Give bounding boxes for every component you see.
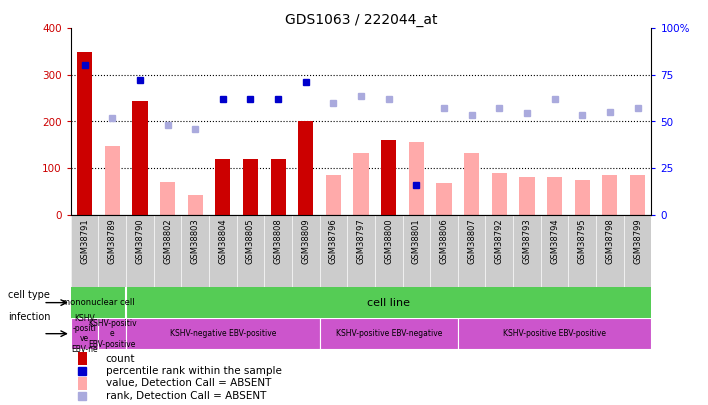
Bar: [188, 195, 202, 215]
Text: GSM38803: GSM38803: [190, 218, 200, 264]
Bar: [78, 377, 87, 390]
Text: GSM38809: GSM38809: [302, 218, 310, 264]
Bar: [71, 318, 98, 349]
Text: cell type: cell type: [8, 290, 50, 300]
Bar: [243, 159, 258, 215]
Text: GSM38791: GSM38791: [80, 218, 89, 264]
Bar: [491, 173, 507, 215]
Bar: [270, 159, 286, 215]
Text: rank, Detection Call = ABSENT: rank, Detection Call = ABSENT: [105, 391, 266, 401]
Bar: [464, 153, 479, 215]
Bar: [105, 146, 120, 215]
Bar: [71, 287, 126, 318]
Text: GSM38800: GSM38800: [384, 218, 393, 264]
Text: GSM38806: GSM38806: [440, 218, 448, 264]
Text: GSM38801: GSM38801: [412, 218, 421, 264]
Bar: [98, 318, 126, 349]
Text: GSM38802: GSM38802: [163, 218, 172, 264]
Text: GSM38804: GSM38804: [218, 218, 227, 264]
Text: GSM38794: GSM38794: [550, 218, 559, 264]
Text: GSM38805: GSM38805: [246, 218, 255, 264]
Bar: [409, 143, 424, 215]
Bar: [381, 140, 396, 215]
Text: GSM38790: GSM38790: [135, 218, 144, 264]
Bar: [298, 122, 314, 215]
Text: GSM38799: GSM38799: [633, 218, 642, 264]
Text: GSM38795: GSM38795: [578, 218, 587, 264]
Text: value, Detection Call = ABSENT: value, Detection Call = ABSENT: [105, 378, 271, 388]
Bar: [77, 51, 92, 215]
Bar: [603, 175, 617, 215]
Text: KSHV-negative EBV-positive: KSHV-negative EBV-positive: [170, 329, 276, 338]
Bar: [630, 175, 645, 215]
Bar: [575, 180, 590, 215]
Bar: [547, 177, 562, 215]
Bar: [319, 318, 458, 349]
Text: KSHV
-positi
ve
EBV-ne: KSHV -positi ve EBV-ne: [72, 313, 98, 354]
Text: KSHV-positive EBV-positive: KSHV-positive EBV-positive: [503, 329, 606, 338]
Text: cell line: cell line: [367, 298, 410, 308]
Bar: [78, 352, 87, 365]
Text: infection: infection: [8, 312, 51, 322]
Text: GSM38789: GSM38789: [108, 218, 117, 264]
Bar: [520, 177, 535, 215]
Text: GSM38798: GSM38798: [605, 218, 615, 264]
Text: KSHV-positiv
e
EBV-positive: KSHV-positiv e EBV-positive: [88, 319, 137, 349]
Bar: [126, 318, 319, 349]
Title: GDS1063 / 222044_at: GDS1063 / 222044_at: [285, 13, 438, 27]
Text: mononuclear cell: mononuclear cell: [62, 298, 135, 307]
Text: GSM38808: GSM38808: [274, 218, 282, 264]
Text: GSM38793: GSM38793: [523, 218, 532, 264]
Bar: [326, 175, 341, 215]
Text: GSM38797: GSM38797: [357, 218, 365, 264]
Text: GSM38807: GSM38807: [467, 218, 476, 264]
Bar: [353, 153, 369, 215]
Bar: [458, 318, 651, 349]
Bar: [215, 159, 231, 215]
Bar: [132, 100, 147, 215]
Text: GSM38792: GSM38792: [495, 218, 504, 264]
Text: percentile rank within the sample: percentile rank within the sample: [105, 366, 282, 376]
Text: KSHV-positive EBV-negative: KSHV-positive EBV-negative: [336, 329, 442, 338]
Text: GSM38796: GSM38796: [329, 218, 338, 264]
Bar: [436, 183, 452, 215]
Text: count: count: [105, 354, 135, 364]
Bar: [160, 182, 175, 215]
